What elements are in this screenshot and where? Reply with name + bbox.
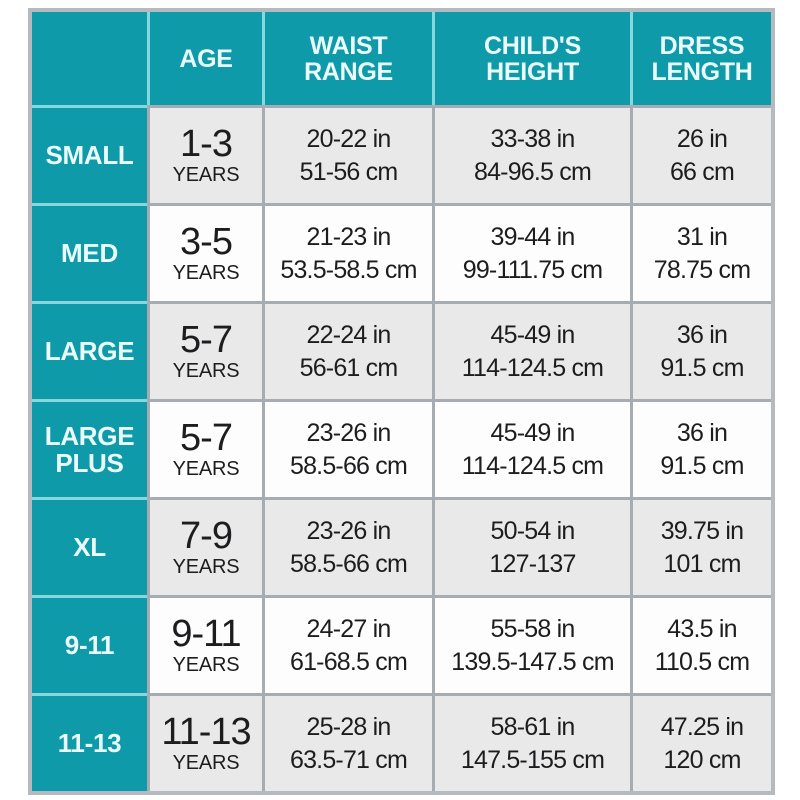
waist-inches: 23-26 in (306, 516, 392, 545)
height-inches: 45-49 in (490, 418, 576, 447)
length-cm: 120 cm (663, 745, 741, 774)
height-cell: 33-38 in 84-96.5 cm (435, 108, 630, 203)
age-cell: 9-11 YEARS (150, 598, 262, 693)
height-inches: 58-61 in (490, 712, 576, 741)
height-cell: 45-49 in 114-124.5 cm (435, 402, 630, 497)
height-cell: 39-44 in 99-111.75 cm (435, 206, 630, 301)
height-cm: 147.5-155 cm (460, 745, 605, 774)
row-label-11-13: 11-13 (32, 696, 147, 791)
age-cell: 5-7 YEARS (150, 304, 262, 399)
age-value: 9-11 (171, 612, 241, 655)
age-cell: 5-7 YEARS (150, 402, 262, 497)
length-cm: 110.5 cm (654, 647, 750, 676)
length-inches: 39.75 in (660, 516, 744, 545)
length-cell: 36 in 91.5 cm (633, 402, 771, 497)
height-cm: 99-111.75 cm (462, 255, 603, 284)
row-label-xl: XL (32, 500, 147, 595)
height-cm: 114-124.5 cm (461, 451, 604, 480)
col-header-dress-length: DRESS LENGTH (633, 12, 771, 105)
height-inches: 50-54 in (490, 516, 576, 545)
waist-cell: 25-28 in 63.5-71 cm (265, 696, 432, 791)
waist-inches: 25-28 in (306, 712, 392, 741)
waist-inches: 22-24 in (306, 320, 392, 349)
row-label-med: MED (32, 206, 147, 301)
length-cm: 91.5 cm (660, 353, 744, 382)
row-label-small: SMALL (32, 108, 147, 203)
length-inches: 47.25 in (660, 712, 744, 741)
waist-cell: 20-22 in 51-56 cm (265, 108, 432, 203)
age-unit: YEARS (172, 457, 240, 480)
length-inches: 26 in (676, 124, 728, 153)
length-cell: 47.25 in 120 cm (633, 696, 771, 791)
age-value: 11-13 (161, 710, 251, 753)
row-label-9-11: 9-11 (32, 598, 147, 693)
row-label-large-plus: LARGE PLUS (32, 402, 147, 497)
waist-cm: 51-56 cm (299, 157, 399, 186)
length-inches: 43.5 in (667, 614, 737, 643)
waist-cell: 24-27 in 61-68.5 cm (265, 598, 432, 693)
corner-cell (32, 12, 147, 105)
waist-cm: 53.5-58.5 cm (280, 255, 417, 284)
waist-cm: 56-61 cm (299, 353, 399, 382)
waist-cm: 63.5-71 cm (289, 745, 408, 774)
waist-cell: 22-24 in 56-61 cm (265, 304, 432, 399)
waist-cm: 58.5-66 cm (289, 549, 408, 578)
age-value: 1-3 (180, 122, 233, 165)
length-inches: 36 in (676, 320, 728, 349)
waist-cell: 23-26 in 58.5-66 cm (265, 500, 432, 595)
length-cell: 31 in 78.75 cm (633, 206, 771, 301)
age-cell: 11-13 YEARS (150, 696, 262, 791)
col-header-waist-range: WAIST RANGE (265, 12, 432, 105)
length-inches: 31 in (676, 222, 728, 251)
length-cell: 39.75 in 101 cm (633, 500, 771, 595)
age-value: 7-9 (180, 514, 233, 557)
height-inches: 55-58 in (490, 614, 576, 643)
age-unit: YEARS (172, 261, 240, 284)
age-unit: YEARS (172, 163, 240, 186)
height-cm: 84-96.5 cm (473, 157, 592, 186)
waist-inches: 21-23 in (306, 222, 392, 251)
length-cm: 101 cm (663, 549, 741, 578)
height-cm: 114-124.5 cm (461, 353, 604, 382)
height-cell: 45-49 in 114-124.5 cm (435, 304, 630, 399)
height-cell: 58-61 in 147.5-155 cm (435, 696, 630, 791)
col-header-age: AGE (150, 12, 262, 105)
age-unit: YEARS (172, 555, 240, 578)
height-cm: 139.5-147.5 cm (451, 647, 614, 676)
length-cell: 43.5 in 110.5 cm (633, 598, 771, 693)
age-value: 5-7 (180, 416, 233, 459)
age-cell: 3-5 YEARS (150, 206, 262, 301)
height-inches: 45-49 in (490, 320, 576, 349)
waist-cell: 23-26 in 58.5-66 cm (265, 402, 432, 497)
waist-cm: 58.5-66 cm (289, 451, 408, 480)
age-cell: 7-9 YEARS (150, 500, 262, 595)
waist-inches: 20-22 in (306, 124, 392, 153)
age-value: 5-7 (180, 318, 233, 361)
height-cell: 50-54 in 127-137 (435, 500, 630, 595)
size-chart-table: AGE WAIST RANGE CHILD'S HEIGHT DRESS LEN… (28, 8, 775, 795)
col-header-childs-height: CHILD'S HEIGHT (435, 12, 630, 105)
age-unit: YEARS (172, 751, 240, 774)
length-cell: 36 in 91.5 cm (633, 304, 771, 399)
height-inches: 39-44 in (490, 222, 576, 251)
waist-cm: 61-68.5 cm (289, 647, 408, 676)
length-inches: 36 in (676, 418, 728, 447)
age-cell: 1-3 YEARS (150, 108, 262, 203)
height-cm: 127-137 (489, 549, 576, 578)
height-cell: 55-58 in 139.5-147.5 cm (435, 598, 630, 693)
row-label-large: LARGE (32, 304, 147, 399)
age-value: 3-5 (180, 220, 233, 263)
age-unit: YEARS (172, 359, 240, 382)
age-unit: YEARS (172, 653, 240, 676)
waist-inches: 24-27 in (306, 614, 392, 643)
waist-cell: 21-23 in 53.5-58.5 cm (265, 206, 432, 301)
length-cm: 91.5 cm (660, 451, 744, 480)
waist-inches: 23-26 in (306, 418, 392, 447)
length-cell: 26 in 66 cm (633, 108, 771, 203)
length-cm: 78.75 cm (653, 255, 751, 284)
height-inches: 33-38 in (490, 124, 576, 153)
length-cm: 66 cm (669, 157, 735, 186)
